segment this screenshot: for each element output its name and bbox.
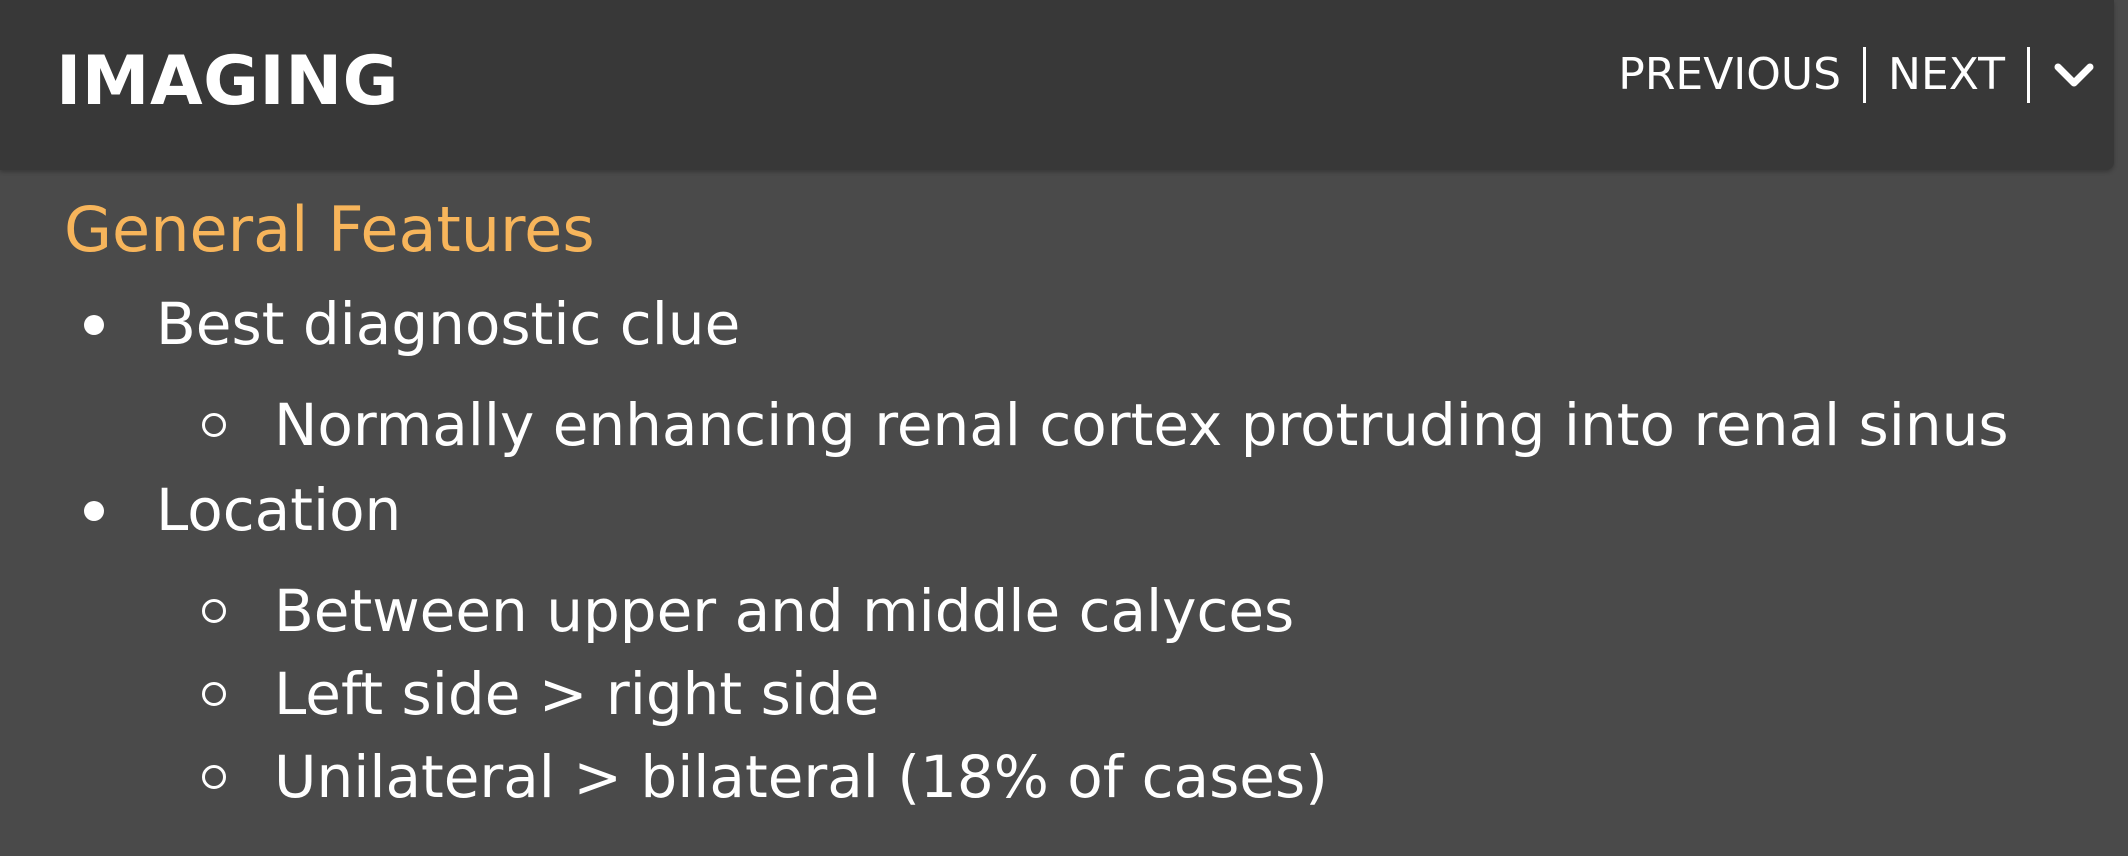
header-navigation: PREVIOUS NEXT xyxy=(1618,44,2096,106)
chevron-down-icon-glyph xyxy=(2054,63,2094,87)
bullet-icon xyxy=(84,501,104,521)
list-subitem: Between upper and middle calyces xyxy=(274,577,1295,645)
circle-bullet-icon xyxy=(202,413,226,437)
page-title: IMAGING xyxy=(56,42,399,121)
nav-divider xyxy=(1863,47,1867,103)
section-title: General Features xyxy=(64,193,595,266)
header-bar: IMAGING PREVIOUS NEXT xyxy=(0,0,2114,170)
circle-bullet-icon xyxy=(202,599,226,623)
list-subitem: Normally enhancing renal cortex protrudi… xyxy=(274,391,2009,459)
list-subitem: Left side > right side xyxy=(274,660,880,728)
list-subitem: Unilateral > bilateral (18% of cases) xyxy=(274,743,1328,811)
list-item: Location xyxy=(156,476,402,544)
next-link[interactable]: NEXT xyxy=(1888,49,2005,100)
previous-link[interactable]: PREVIOUS xyxy=(1618,49,1842,100)
nav-divider xyxy=(2027,47,2030,103)
chevron-down-icon[interactable] xyxy=(2052,53,2096,97)
circle-bullet-icon xyxy=(202,765,226,789)
bullet-icon xyxy=(84,315,104,335)
list-item: Best diagnostic clue xyxy=(156,290,741,358)
circle-bullet-icon xyxy=(202,682,226,706)
